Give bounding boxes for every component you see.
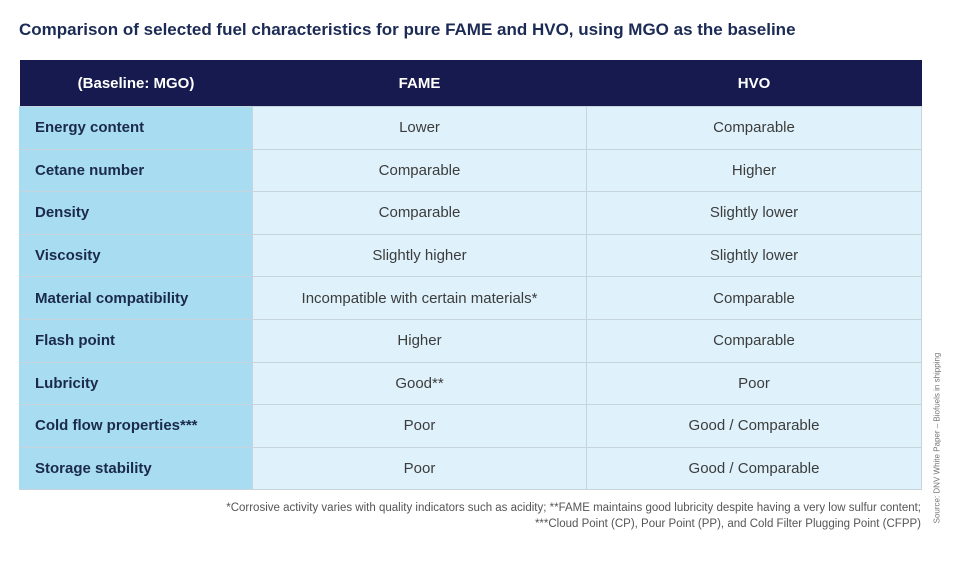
header-hvo: HVO (586, 60, 922, 107)
table-row: Viscosity Slightly higher Slightly lower (19, 233, 922, 278)
table-row: Energy content Lower Comparable (19, 106, 922, 150)
source-credit: Source: DNV White Paper – Biofuels in sh… (932, 352, 942, 524)
table-row: Material compatibility Incompatible with… (19, 276, 922, 320)
hvo-value: Comparable (586, 106, 922, 150)
row-label: Density (19, 191, 253, 235)
table-row: Cetane number Comparable Higher (19, 148, 922, 193)
row-label: Viscosity (19, 233, 253, 278)
hvo-value: Slightly lower (586, 233, 922, 278)
footnotes: *Corrosive activity varies with quality … (226, 500, 921, 532)
hvo-value: Comparable (586, 318, 922, 363)
table-row: Flash point Higher Comparable (19, 318, 922, 363)
footnote-line: *Corrosive activity varies with quality … (226, 502, 921, 514)
fame-value: Incompatible with certain materials* (252, 276, 587, 320)
comparison-table: (Baseline: MGO) FAME HVO Energy content … (19, 60, 922, 491)
fame-value: Comparable (252, 148, 587, 193)
fame-value: Lower (252, 106, 587, 150)
hvo-value: Good / Comparable (586, 446, 922, 491)
fame-value: Poor (252, 446, 587, 491)
header-fame: FAME (252, 60, 587, 107)
fame-value: Slightly higher (252, 233, 587, 278)
table-header-row: (Baseline: MGO) FAME HVO (19, 60, 922, 107)
hvo-value: Slightly lower (586, 191, 922, 235)
hvo-value: Higher (586, 148, 922, 193)
row-label: Energy content (19, 106, 253, 150)
row-label: Material compatibility (19, 276, 253, 320)
hvo-value: Good / Comparable (586, 404, 922, 448)
fame-value: Comparable (252, 191, 587, 235)
hvo-value: Comparable (586, 276, 922, 320)
footnote-line: ***Cloud Point (CP), Pour Point (PP), an… (534, 518, 921, 530)
fame-value: Poor (252, 404, 587, 448)
row-label: Storage stability (19, 446, 253, 491)
row-label: Cold flow properties*** (19, 404, 253, 448)
row-label: Flash point (19, 318, 253, 363)
hvo-value: Poor (586, 361, 922, 406)
table-row: Lubricity Good** Poor (19, 361, 922, 406)
table-row: Cold flow properties*** Poor Good / Comp… (19, 404, 922, 448)
fame-value: Higher (252, 318, 587, 363)
row-label: Cetane number (19, 148, 253, 193)
table-row: Density Comparable Slightly lower (19, 191, 922, 235)
fame-value: Good** (252, 361, 587, 406)
header-baseline: (Baseline: MGO) (19, 60, 253, 107)
row-label: Lubricity (19, 361, 253, 406)
page-title: Comparison of selected fuel characterist… (19, 20, 796, 39)
table-row: Storage stability Poor Good / Comparable (19, 446, 922, 491)
